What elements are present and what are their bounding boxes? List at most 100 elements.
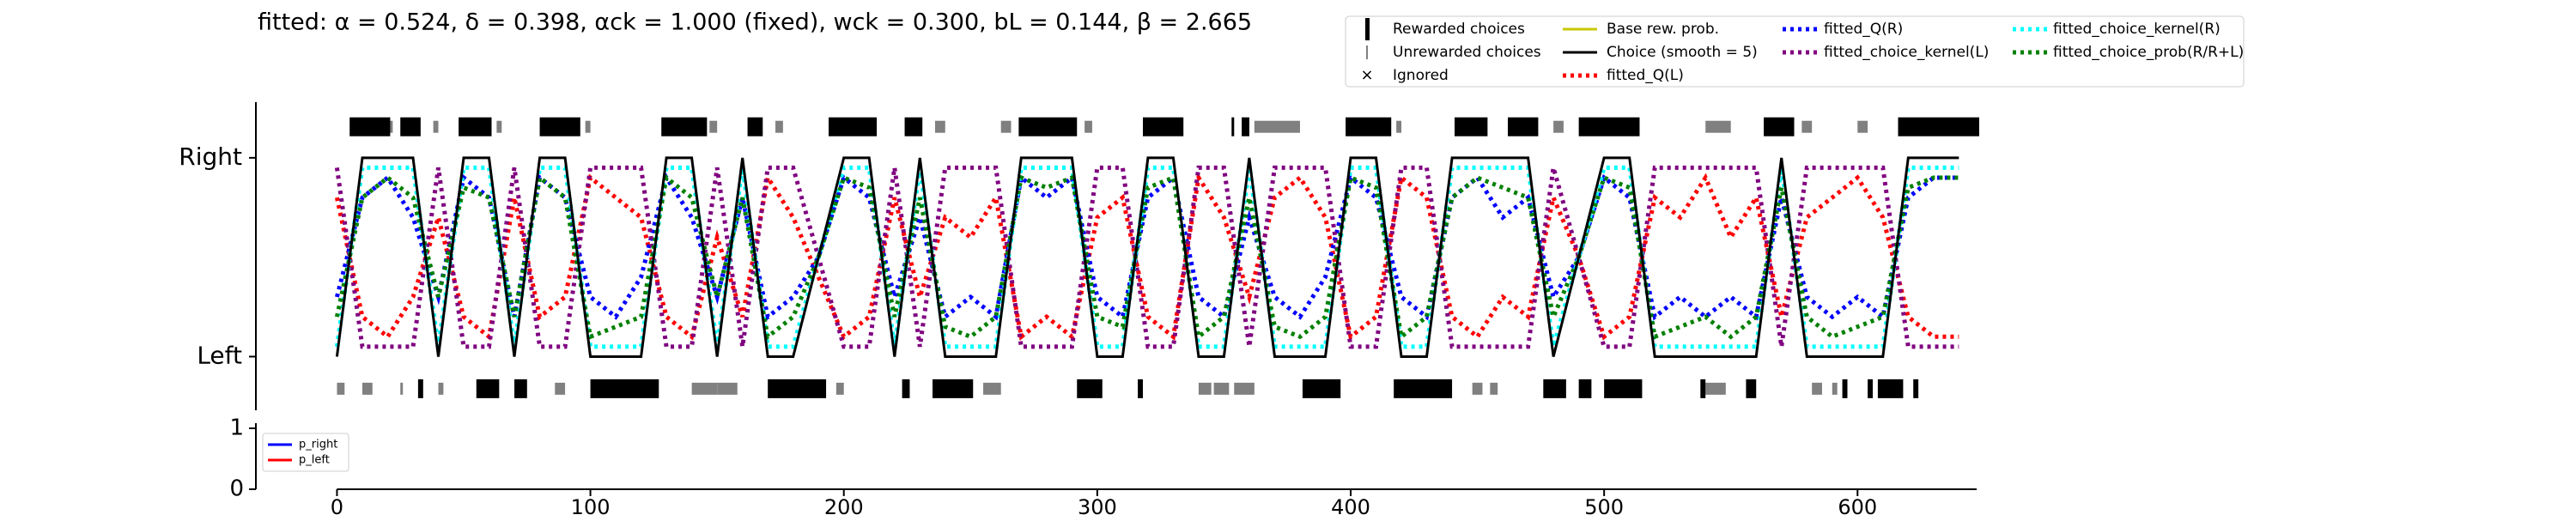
choice-tick [1746, 379, 1757, 398]
choice-tick [661, 117, 708, 136]
choice-tick [1705, 120, 1731, 133]
choice-tick [361, 382, 373, 395]
choice-tick [933, 379, 974, 398]
choice-tick [747, 117, 763, 136]
choice-tick [555, 382, 566, 395]
legend-label: p_left [299, 454, 330, 467]
choice-tick [590, 379, 659, 398]
choice-tick [1832, 382, 1838, 395]
choice-tick [1254, 120, 1300, 133]
choice-tick [904, 117, 923, 136]
choice-tick [539, 117, 580, 136]
choice-tick [1705, 382, 1726, 395]
series-line [334, 173, 1959, 341]
choice-tick [1198, 382, 1212, 395]
sub-legend-box [262, 433, 349, 472]
legend-marker: × [1360, 66, 1373, 84]
choice-tick [1553, 120, 1564, 133]
choice-tick [337, 382, 345, 395]
choice-tick [1543, 379, 1566, 398]
x-tick-label: 600 [1838, 495, 1877, 515]
choice-tick [433, 120, 439, 133]
choice-tick [902, 379, 910, 398]
choice-tick [835, 382, 844, 395]
chart-title: fitted: α = 0.524, δ = 0.398, αck = 1.00… [258, 9, 1252, 36]
series-line [334, 172, 1959, 341]
legend-label: fitted_choice_prob(R/R+L) [2053, 44, 2244, 61]
legend-label: fitted_choice_kernel(L) [1824, 44, 1989, 61]
legend-label: fitted_Q(L) [1607, 67, 1684, 84]
choice-tick [1578, 379, 1592, 398]
legend-box [1345, 15, 2245, 88]
choice-tick [1604, 379, 1643, 398]
choice-tick [709, 120, 718, 133]
series-line [334, 165, 1959, 349]
legend-label: p_right [299, 439, 337, 451]
choice-tick [717, 382, 738, 395]
legend-marker [1365, 18, 1370, 40]
choice-tick [1394, 379, 1453, 398]
choice-tick [585, 120, 591, 133]
choice-tick [476, 379, 500, 398]
choice-tick [1507, 117, 1539, 136]
choice-tick [768, 379, 827, 398]
series-line [335, 156, 1959, 358]
choice-tick [1842, 379, 1848, 398]
legend-label: Ignored [1393, 67, 1449, 84]
choice-tick [1000, 120, 1012, 133]
choice-tick [1472, 382, 1483, 395]
choice-tick [1346, 117, 1392, 136]
choice-tick [1877, 379, 1904, 398]
choice-tick [1396, 120, 1402, 133]
legend-label: Choice (smooth = 5) [1607, 44, 1758, 61]
x-tick-label: 200 [824, 495, 864, 515]
choice-tick [691, 382, 718, 395]
choice-tick [1898, 117, 1979, 136]
choice-tick [438, 382, 444, 395]
choice-tick [400, 117, 421, 136]
choice-tick [829, 117, 878, 136]
legend-label: fitted_Q(R) [1824, 21, 1903, 38]
choice-tick [1812, 382, 1822, 395]
choice-tick [1231, 117, 1235, 136]
choice-tick [1234, 382, 1255, 395]
choice-tick [1764, 117, 1795, 136]
choice-tick [1018, 117, 1078, 136]
choice-tick [1084, 120, 1092, 133]
choice-tick [400, 382, 404, 395]
choice-tick [417, 379, 423, 398]
legend-label: Rewarded choices [1393, 21, 1525, 38]
choice-tick [1801, 120, 1813, 133]
choice-tick [1213, 382, 1230, 395]
choice-tick [983, 382, 1001, 395]
choice-tick [1138, 379, 1143, 398]
choice-tick [934, 120, 945, 133]
x-tick-label: 100 [571, 495, 611, 515]
x-tick-label: 300 [1078, 495, 1117, 515]
choice-tick [1857, 120, 1868, 133]
y-tick-label: Right [179, 142, 242, 171]
choice-tick [1490, 382, 1498, 395]
x-tick-label: 0 [331, 495, 343, 515]
choice-tick [1700, 379, 1706, 398]
choice-tick [1455, 117, 1488, 136]
choice-tick [496, 120, 502, 133]
choice-tick [1868, 379, 1873, 398]
series-line [334, 165, 1959, 349]
choice-tick [1913, 379, 1919, 398]
choice-tick [349, 117, 391, 136]
legend-label: Base rew. prob. [1607, 21, 1719, 38]
y-tick-label: 0 [229, 476, 244, 502]
y-tick-label: Left [197, 341, 242, 369]
choice-tick [1077, 379, 1103, 398]
legend-label: fitted_choice_kernel(R) [2053, 21, 2221, 38]
x-tick-label: 500 [1584, 495, 1624, 515]
choice-tick [1142, 117, 1184, 136]
choice-tick [514, 379, 527, 398]
choice-tick [775, 120, 783, 133]
x-tick-label: 400 [1331, 495, 1370, 515]
y-tick-label: 1 [229, 415, 244, 441]
choice-tick [1302, 379, 1341, 398]
choice-tick [1242, 117, 1249, 136]
